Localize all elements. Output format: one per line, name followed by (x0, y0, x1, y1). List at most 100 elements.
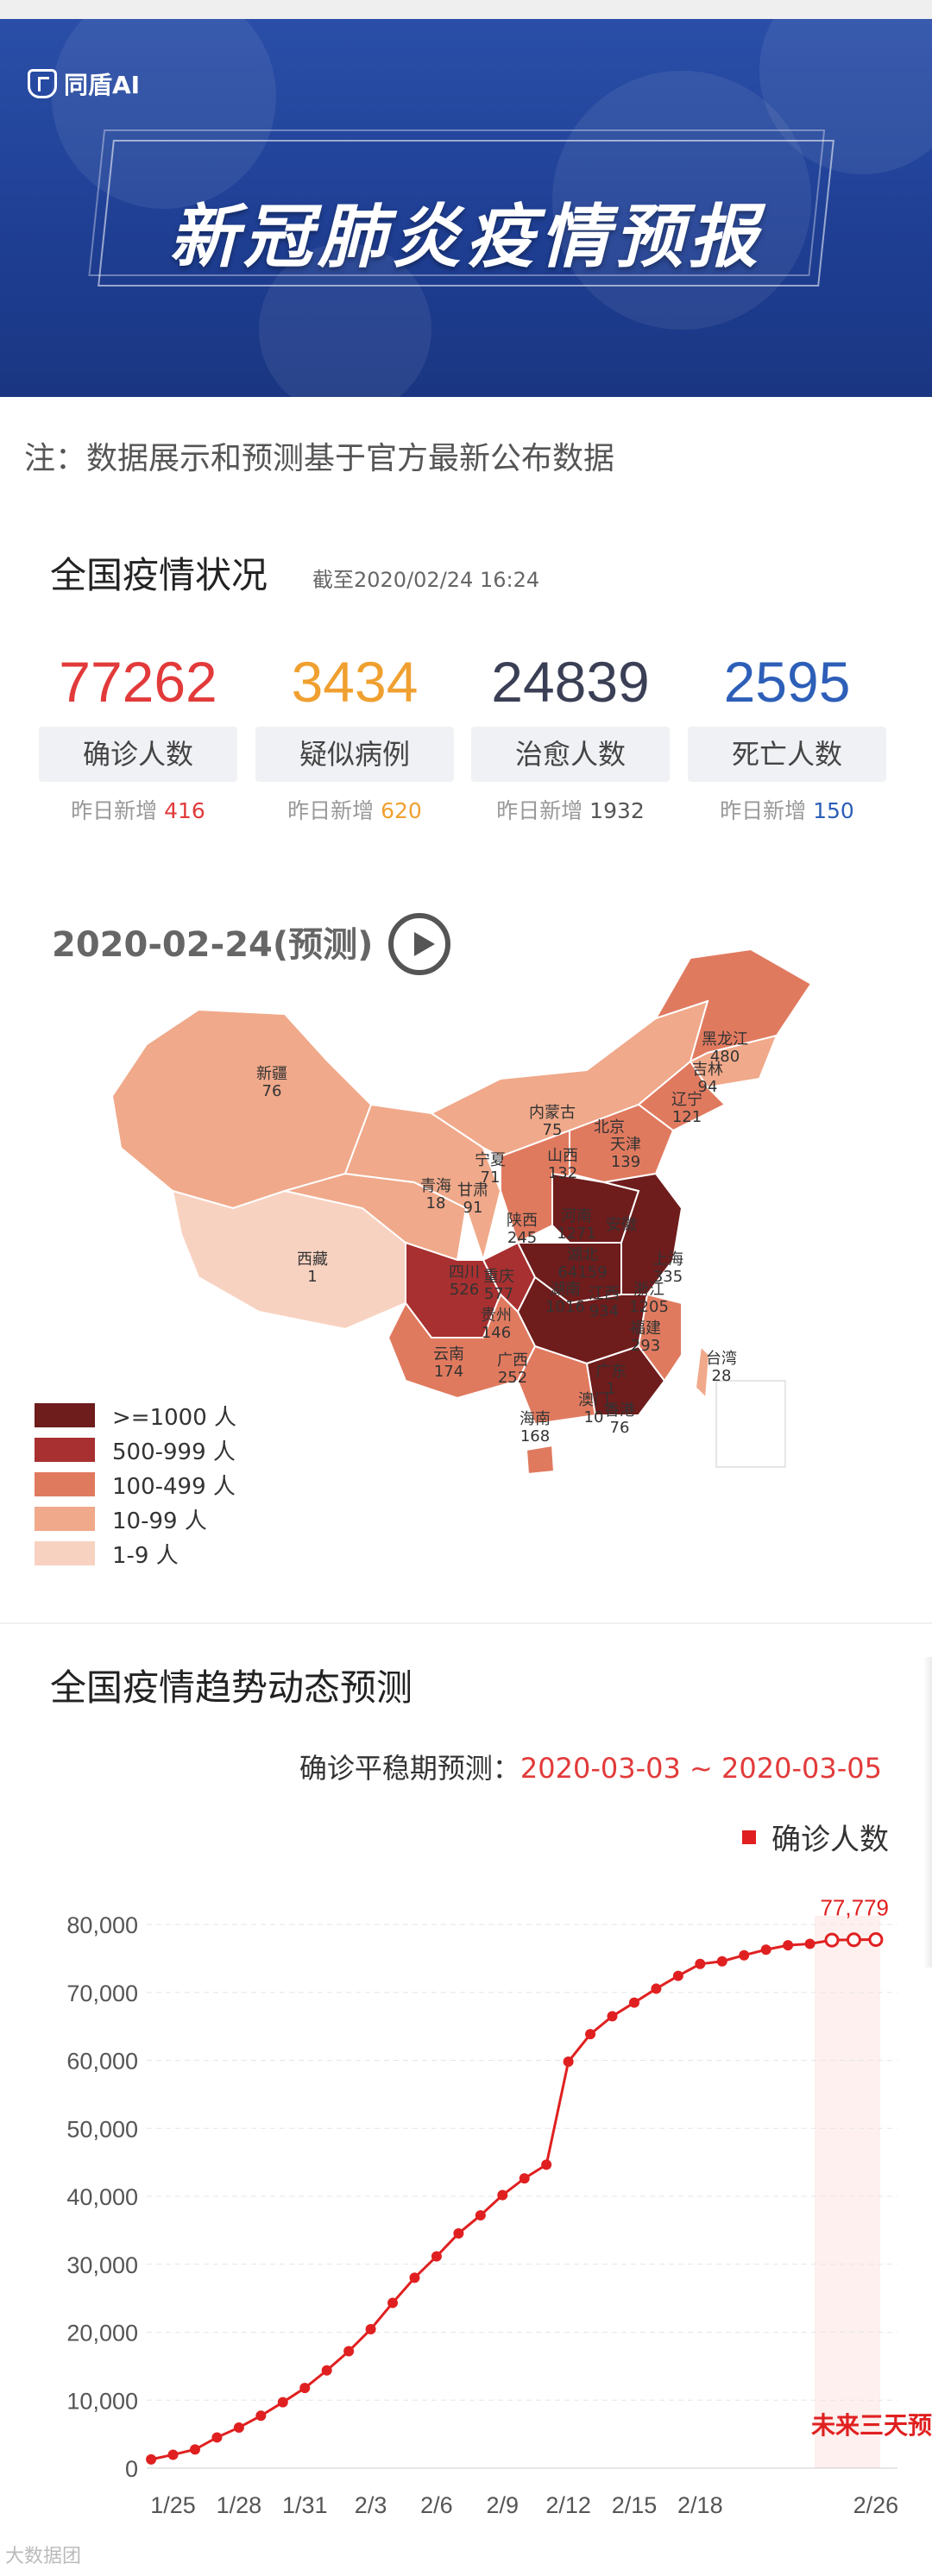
legend-label: 1-9 人 (112, 1542, 179, 1569)
legend-label: 10-99 人 (112, 1508, 207, 1534)
data-label: 77,779 (820, 1894, 889, 1920)
trend-chart[interactable]: 未来三天预 0 10,000 20,000 30,000 40,000 50,000 60,0… (0, 1873, 932, 2537)
legend-item: 500-999 人 (35, 1433, 236, 1467)
x-tick-label: 2/12 (545, 2492, 591, 2518)
section-divider (0, 1622, 932, 1624)
x-tick-label: 2/15 (612, 2492, 658, 2518)
data-point (585, 2029, 596, 2040)
province-label: 湖南 1016 (545, 1281, 585, 1316)
stat-increase: 昨日新增 620 (287, 798, 422, 823)
legend-swatch (742, 1830, 756, 1844)
legend-swatch (35, 1403, 95, 1427)
y-tick-label: 50,000 (66, 2116, 138, 2142)
x-tick-label: 1/25 (150, 2492, 196, 2518)
map-legend: >=1000 人 500-999 人 100-499 人 10-99 人 1-9 人 (35, 1398, 236, 1571)
header-banner: 同盾AI 新冠肺炎疫情预报 (0, 19, 932, 397)
legend-label: >=1000 人 (112, 1404, 237, 1431)
chart-legend[interactable]: 确诊人数 (742, 1816, 889, 1858)
data-point (783, 1940, 794, 1951)
data-point (497, 2189, 508, 2201)
data-point (409, 2272, 420, 2283)
stat-value: 24839 (491, 650, 650, 714)
data-point (672, 1970, 683, 1981)
update-time: 截至2020/02/24 16:24 (312, 568, 540, 592)
stat-value: 3434 (291, 650, 419, 714)
data-point (211, 2432, 223, 2443)
trend-title: 全国疫情趋势动态预测 (50, 1666, 413, 1709)
region-hainan[interactable] (525, 1444, 556, 1476)
stat-suspected: 3434 疑似病例 昨日新增 620 (255, 647, 454, 825)
province-label: 天津 139 (610, 1136, 641, 1171)
region-fujian[interactable] (637, 1293, 683, 1382)
data-point (146, 2453, 157, 2465)
map-date: 2020-02-24(预测) (52, 925, 374, 965)
region-taiwan[interactable] (694, 1344, 711, 1401)
stat-label: 疑似病例 (255, 727, 454, 782)
province-label: 广西 252 (497, 1351, 528, 1387)
province-label: 贵州 146 (481, 1307, 512, 1342)
province-label: 内蒙古 75 (529, 1104, 576, 1139)
data-point (431, 2251, 442, 2262)
x-tick-label: 2/26 (853, 2492, 899, 2518)
legend-swatch (35, 1507, 95, 1531)
data-point (321, 2365, 332, 2376)
province-label: 辽宁 121 (671, 1091, 702, 1126)
legend-item: 1-9 人 (35, 1536, 236, 1571)
data-point (387, 2297, 399, 2308)
legend-swatch (35, 1541, 95, 1565)
stat-label: 确诊人数 (39, 727, 237, 782)
shield-icon (28, 69, 57, 98)
y-tick-label: 0 (125, 2456, 138, 2482)
province-label: 香港 76 (604, 1401, 635, 1437)
data-point (541, 2159, 552, 2170)
data-point (824, 1932, 840, 1948)
y-tick-label: 70,000 (66, 1981, 138, 2006)
data-point (475, 2210, 486, 2221)
province-label: 四川 526 (449, 1263, 480, 1299)
province-label: 吉林 94 (692, 1061, 723, 1096)
brand-name: 同盾AI (64, 71, 141, 99)
province-label: 河南 1271 (557, 1207, 596, 1243)
stat-label: 死亡人数 (688, 727, 886, 782)
stat-label: 治愈人数 (471, 727, 670, 782)
province-label: 云南 174 (433, 1345, 464, 1381)
province-label: 新疆 76 (256, 1065, 287, 1100)
legend-item: 100-499 人 (35, 1467, 236, 1502)
y-tick-label: 80,000 (66, 1912, 138, 1938)
province-label: 澳门 10 (578, 1391, 609, 1427)
flat-period-range: 2020-03-03 ~ 2020-03-05 (520, 1752, 882, 1785)
stat-increase: 昨日新增 150 (720, 798, 854, 823)
data-point (519, 2173, 530, 2184)
data-point (365, 2324, 376, 2335)
data-point (299, 2383, 311, 2394)
province-label: 青海 18 (420, 1177, 451, 1212)
y-tick-label: 20,000 (66, 2321, 138, 2346)
data-point (189, 2444, 200, 2455)
x-tick-label: 1/28 (217, 2492, 262, 2518)
data-point (607, 2011, 618, 2022)
forecast-area (815, 1916, 880, 2468)
x-tick-label: 2/3 (355, 2492, 387, 2518)
province-label: 宁夏 71 (475, 1151, 506, 1187)
legend-label: 500-999 人 (112, 1439, 236, 1465)
province-label: 江西 934 (589, 1285, 620, 1320)
province-label: 重庆 577 (483, 1268, 514, 1303)
province-label: 黑龙江 480 (702, 1030, 748, 1066)
national-title: 全国疫情状况 (50, 554, 268, 596)
data-point (277, 2396, 288, 2408)
province-label: 台湾 28 (706, 1350, 737, 1385)
page-title: 新冠肺炎疫情预报 (169, 197, 763, 277)
series-line (150, 1937, 876, 2461)
data-point (343, 2346, 355, 2357)
province-label: 湖北 64159 (557, 1246, 607, 1282)
status-bar (0, 0, 932, 20)
flat-period-label: 确诊平稳期预测： (299, 1752, 520, 1785)
province-label: 海南 168 (520, 1410, 551, 1445)
x-tick-label: 2/9 (487, 2492, 520, 2518)
region-guangdong[interactable] (585, 1345, 666, 1416)
play-icon[interactable] (388, 913, 450, 975)
data-point (563, 2056, 574, 2068)
stat-cured: 24839 治愈人数 昨日新增 1932 (471, 647, 670, 825)
